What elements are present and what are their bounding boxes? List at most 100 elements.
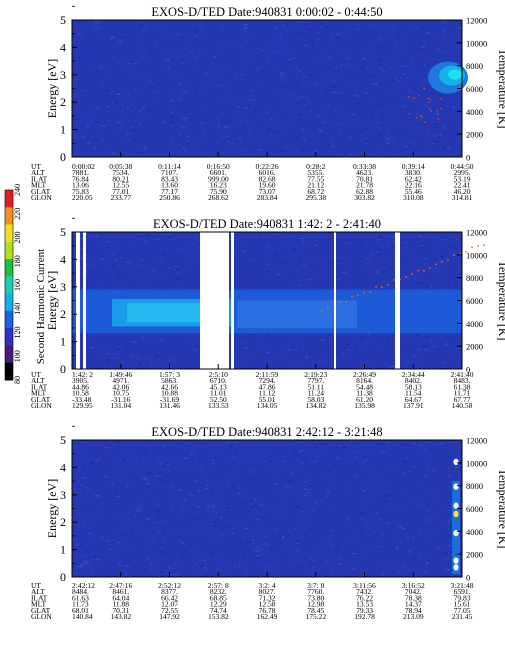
colorbar-tick-label: 160 (13, 279, 22, 291)
ephemeris-value: 68.01 (72, 606, 89, 615)
ephemeris-table: UT 0:00:02 0:05:38 0:11:14 0:16:50 0:22:26 0:2… (31, 162, 474, 202)
y2-axis-label: Temperature [K] (496, 468, 505, 548)
ephemeris-value: 12.98 (307, 600, 324, 609)
ephemeris-value: 0:16:50 (207, 162, 230, 171)
ephemeris-value: 61.20 (356, 395, 373, 404)
ephemeris-value: 68.72 (307, 187, 324, 196)
ephemeris-value: 42.66 (161, 382, 178, 391)
ephemeris-value: 2:5:10 (209, 370, 228, 379)
ephemeris-value: 61.38 (454, 382, 471, 391)
colorbar-tick-label: 80 (13, 376, 22, 384)
ephemeris-value: 58.13 (405, 382, 422, 391)
y-tick-label: 0 (60, 150, 66, 164)
colorbar-segment (5, 310, 13, 329)
ephemeris-value: 999.00 (208, 174, 229, 183)
y2-tick-label: 4000 (466, 527, 483, 537)
ephemeris-value: 7042. (405, 587, 422, 596)
ephemeris-value: 58.03 (307, 395, 324, 404)
y2-tick-label: 12000 (466, 228, 487, 238)
y-tick-label: 5 (60, 433, 66, 447)
ephemeris-value: 2:52:12 (158, 581, 181, 590)
ephemeris-value: 6710. (210, 376, 227, 385)
ephemeris-value: 79.33 (356, 606, 373, 615)
emission-spot (453, 510, 459, 518)
ephemeris-value: 55.46 (405, 187, 422, 196)
y2-tick-label: 0 (466, 153, 470, 163)
y2-tick-label: 6000 (466, 504, 483, 514)
ephemeris-value: 71.32 (259, 593, 276, 602)
y-axis-label: Energy [eV] (45, 479, 59, 538)
y-tick-label: 3 (60, 488, 66, 502)
ephemeris-value: 295.38 (305, 193, 326, 202)
panels: EXOS-D/TED Date:940831 0:00:02 - 0:44:50… (31, 5, 505, 621)
ephemeris-value: 134.05 (257, 401, 278, 410)
ephemeris-value: 80.21 (112, 174, 129, 183)
y-tick-label: 2 (60, 307, 66, 321)
ephemeris-value: 76.22 (356, 593, 373, 602)
ephemeris-row-label: UT (31, 581, 41, 590)
ephemeris-value: 3:7: 0 (307, 581, 325, 590)
ephemeris-value: 22.41 (454, 181, 471, 190)
ephemeris-value: 11.38 (356, 389, 373, 398)
ephemeris-value: 51.11 (307, 382, 324, 391)
ephemeris-row-label: ILAT (31, 382, 48, 391)
data-gap (200, 232, 229, 369)
colorbar-segment (5, 259, 13, 277)
ephemeris-value: -31.16 (111, 395, 131, 404)
ephemeris-value: 12.07 (161, 600, 178, 609)
ephemeris-value: 310.08 (403, 193, 424, 202)
ephemeris-value: 8232. (210, 587, 227, 596)
y-tick-label: 0 (60, 362, 66, 376)
ephemeris-value: 55.01 (259, 395, 276, 404)
ephemeris-value: 2:11:59 (256, 370, 279, 379)
ephemeris-value: 2:47:16 (109, 581, 132, 590)
ephemeris-value: 52.50 (210, 395, 227, 404)
ephemeris-value: 72.55 (161, 606, 178, 615)
ephemeris-value: 16.23 (210, 181, 227, 190)
y2-axis-label: Temperature [K] (496, 48, 505, 128)
ephemeris-value: 4623. (356, 168, 373, 177)
ephemeris-value: 79.83 (454, 593, 471, 602)
spectrogram-texture (72, 20, 462, 157)
y-tick-label: 3 (60, 280, 66, 294)
ephemeris-row-label: GLAT (31, 187, 51, 196)
y2-tick-label: 8000 (466, 273, 483, 283)
y-tick-label: 3 (60, 68, 66, 82)
emission-spot (453, 502, 459, 509)
y-tick-label: 5 (60, 13, 66, 27)
ephemeris-value: 5863. (161, 376, 178, 385)
ephemeris-value: 53.19 (454, 174, 471, 183)
ephemeris-value: 7797. (307, 376, 324, 385)
y2-tick-label: 4000 (466, 107, 483, 117)
second-harmonic-label: Second Harmonic Current (35, 249, 47, 364)
ephemeris-value: 2:26:49 (353, 370, 376, 379)
ephemeris-value: 11.24 (307, 389, 324, 398)
ephemeris-value: 75.83 (72, 187, 89, 196)
ephemeris-value: 76.84 (72, 174, 89, 183)
ephemeris-value: 78.94 (405, 606, 422, 615)
ephemeris-value: 21.12 (307, 181, 324, 190)
ephemeris-value: 75.90 (210, 187, 227, 196)
y2-tick-label: 2000 (466, 130, 483, 140)
ephemeris-row-label: GLON (31, 401, 52, 410)
ephemeris-value: 21.78 (356, 181, 373, 190)
colorbar-tick-label: 240 (13, 184, 22, 196)
ephemeris-value: 77.05 (454, 606, 471, 615)
ephemeris-value: 78.38 (405, 593, 422, 602)
ephemeris-value: 153.82 (208, 612, 229, 621)
ephemeris-value: 2:42:12 (72, 581, 95, 590)
ephemeris-value: 7107. (161, 168, 178, 177)
ephemeris-value: 131.04 (110, 401, 131, 410)
ephemeris-row-label: MLT (31, 181, 47, 190)
ephemeris-value: 1:49:46 (109, 370, 132, 379)
y-tick-label: 2 (60, 515, 66, 529)
ephemeris-row-label: GLAT (31, 395, 51, 404)
ephemeris-value: 11.73 (72, 600, 89, 609)
ephemeris-value: 73.07 (259, 187, 276, 196)
emission-spot (453, 458, 459, 466)
colorbar-tick-label: 140 (13, 303, 22, 315)
ephemeris-value: 147.92 (159, 612, 180, 621)
y2-tick-label: 8000 (466, 481, 483, 491)
ephemeris-value: 45.13 (210, 382, 227, 391)
spectrogram-field (72, 440, 462, 577)
